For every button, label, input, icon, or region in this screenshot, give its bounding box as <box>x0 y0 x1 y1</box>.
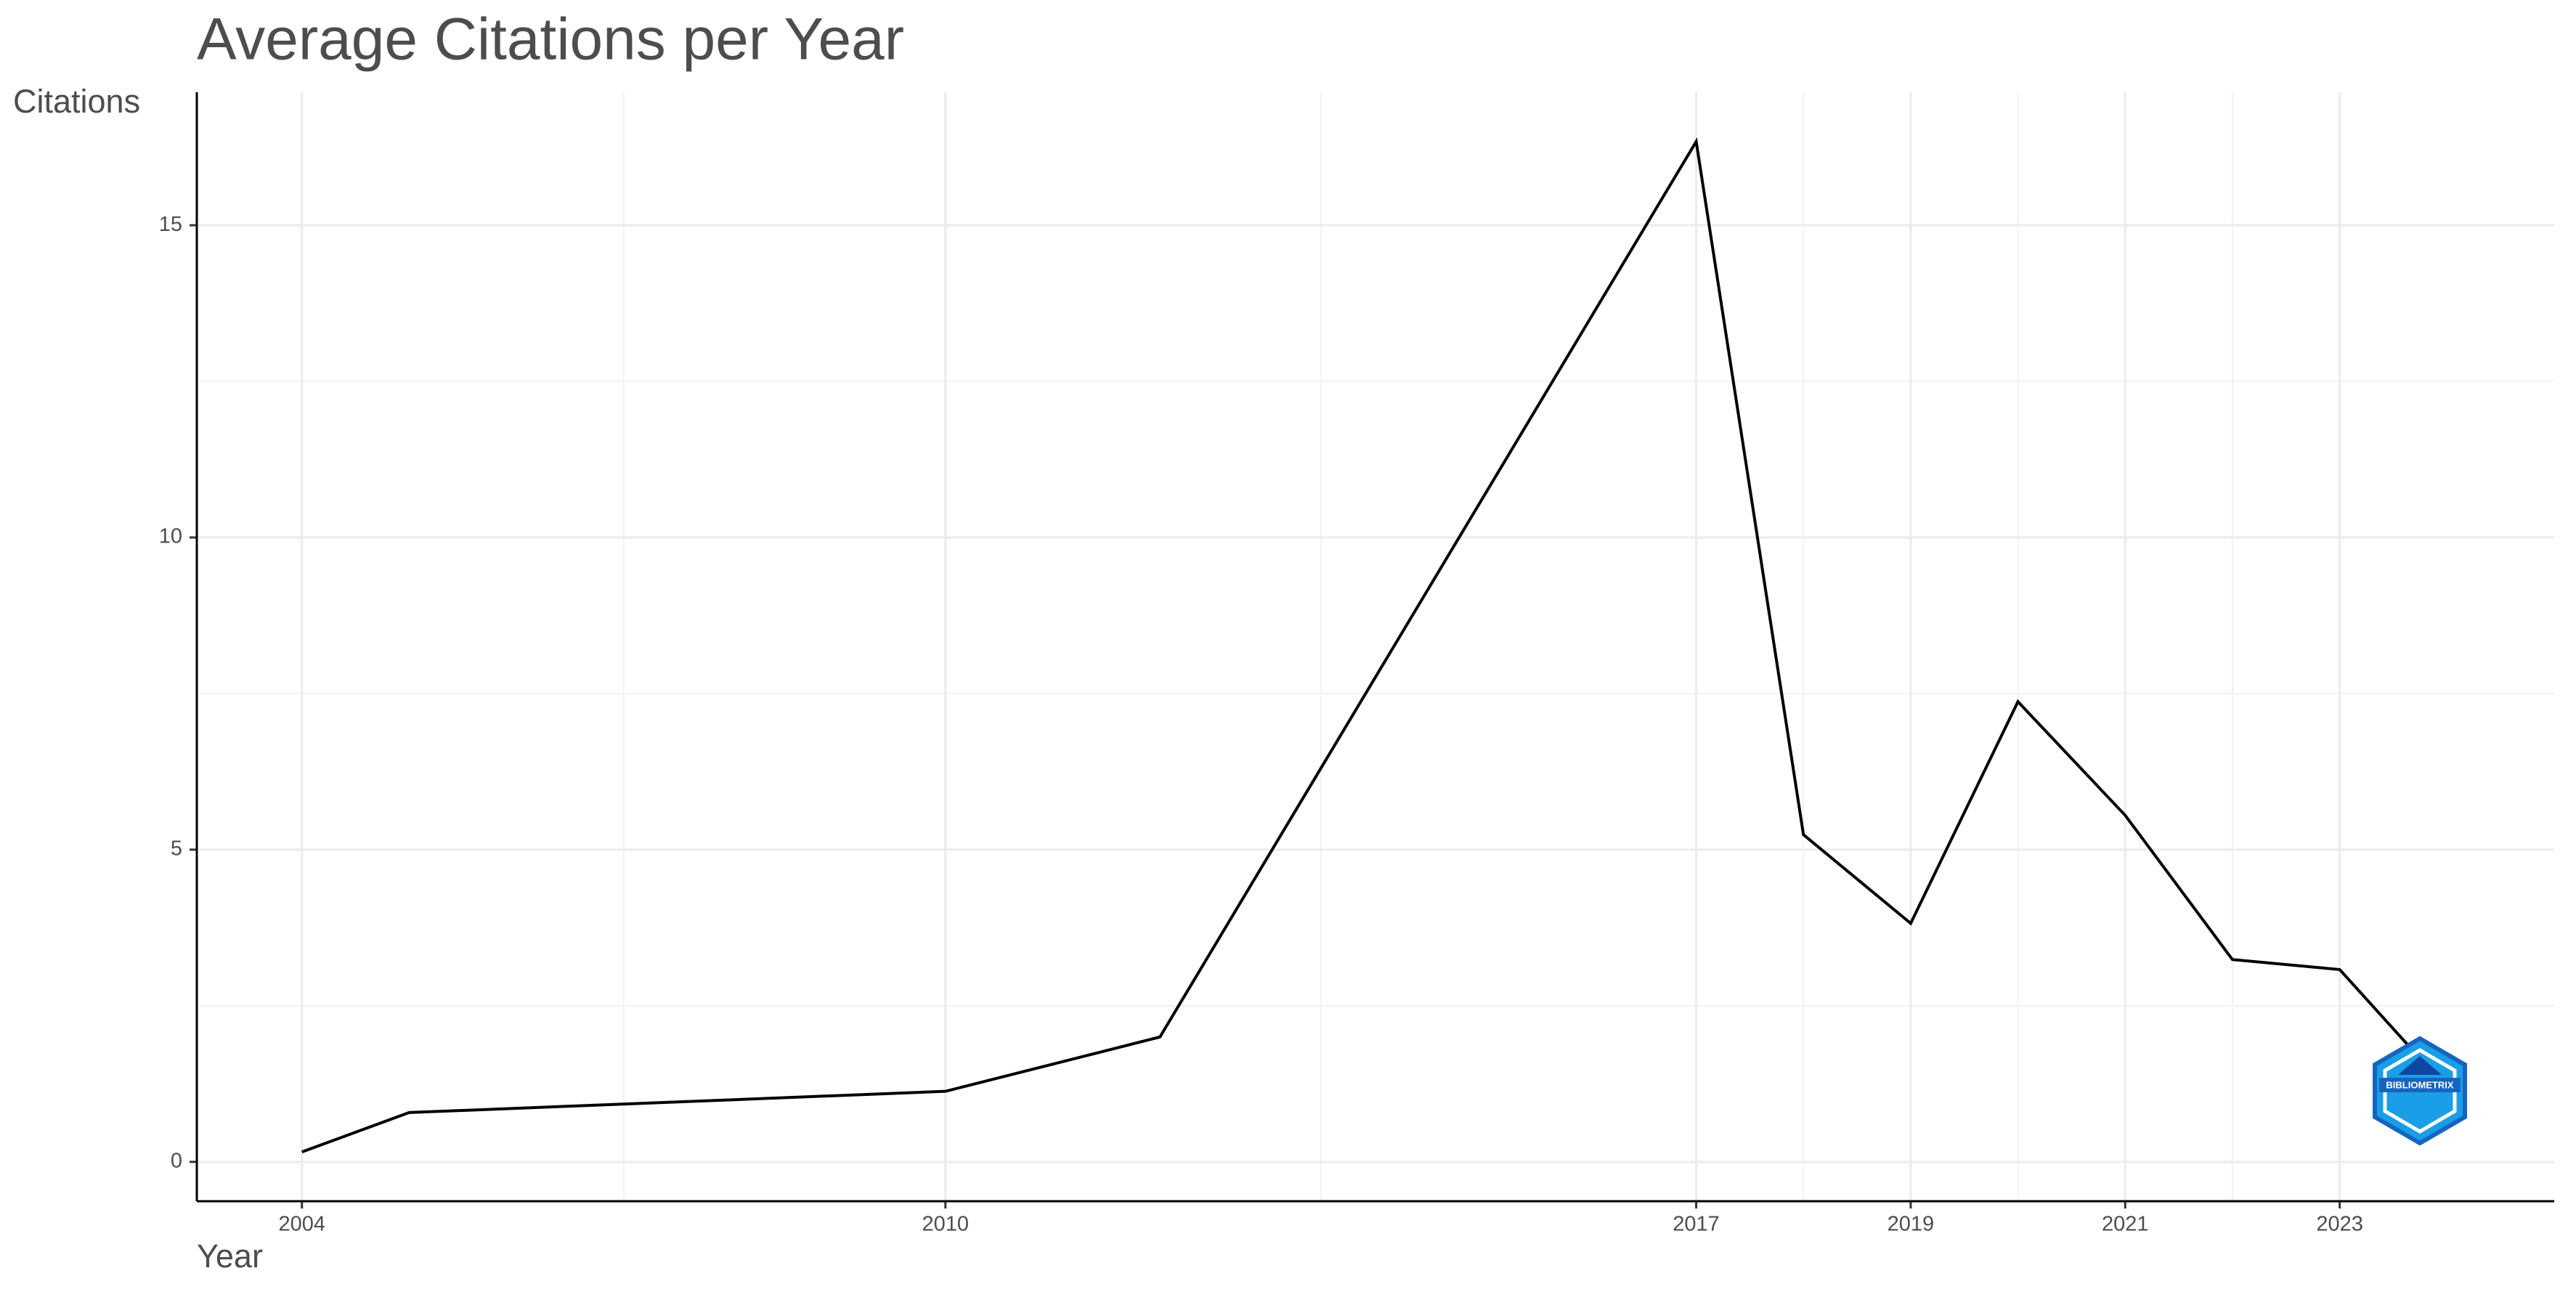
x-axis-label: Year <box>197 1238 263 1275</box>
y-tick-label: 15 <box>159 213 182 236</box>
y-tick-label: 0 <box>171 1149 182 1172</box>
chart-title: Average Citations per Year <box>197 7 904 73</box>
y-tick-label: 10 <box>159 525 182 548</box>
x-tick-label: 2019 <box>1888 1213 1935 1236</box>
x-tick-label: 2021 <box>2102 1213 2149 1236</box>
x-tick-label: 2023 <box>2316 1213 2363 1236</box>
x-tick-label: 2004 <box>278 1213 325 1236</box>
svg-text:BIBLIOMETRIX: BIBLIOMETRIX <box>2386 1079 2453 1090</box>
plot <box>301 137 2448 1153</box>
line <box>301 137 2448 1153</box>
grid: 0 5 10 15 2004 2010 2017 2019 2021 2023 <box>159 92 2554 1236</box>
logo: BIBLIOMETRIX <box>2373 1036 2467 1146</box>
x-tick-label: 2017 <box>1673 1213 1720 1236</box>
y-tick-label: 5 <box>171 837 182 861</box>
y-axis-label: Citations <box>13 83 140 120</box>
x-tick-label: 2010 <box>922 1213 970 1236</box>
